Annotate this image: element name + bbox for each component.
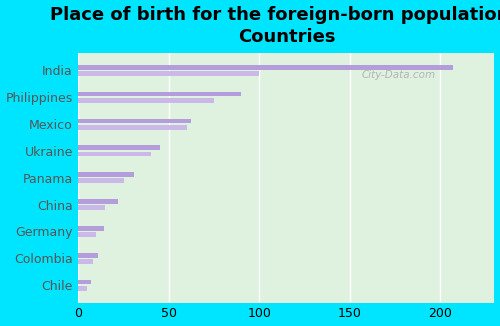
Text: City-Data.com: City-Data.com bbox=[362, 70, 436, 80]
Bar bbox=[78, 152, 150, 156]
Bar bbox=[78, 71, 260, 76]
Bar bbox=[78, 172, 134, 177]
Bar bbox=[78, 98, 214, 103]
Bar bbox=[78, 145, 160, 150]
Bar bbox=[78, 253, 98, 258]
Bar bbox=[78, 280, 91, 285]
Bar bbox=[78, 65, 453, 70]
Title: Place of birth for the foreign-born population -
Countries: Place of birth for the foreign-born popu… bbox=[50, 6, 500, 46]
Bar bbox=[78, 119, 190, 123]
Bar bbox=[78, 178, 124, 183]
Bar bbox=[78, 205, 106, 210]
Bar bbox=[78, 286, 88, 291]
Bar bbox=[78, 259, 93, 264]
Bar bbox=[78, 92, 241, 96]
Bar bbox=[78, 232, 96, 237]
Bar bbox=[78, 125, 187, 129]
Bar bbox=[78, 199, 118, 204]
Bar bbox=[78, 226, 104, 231]
